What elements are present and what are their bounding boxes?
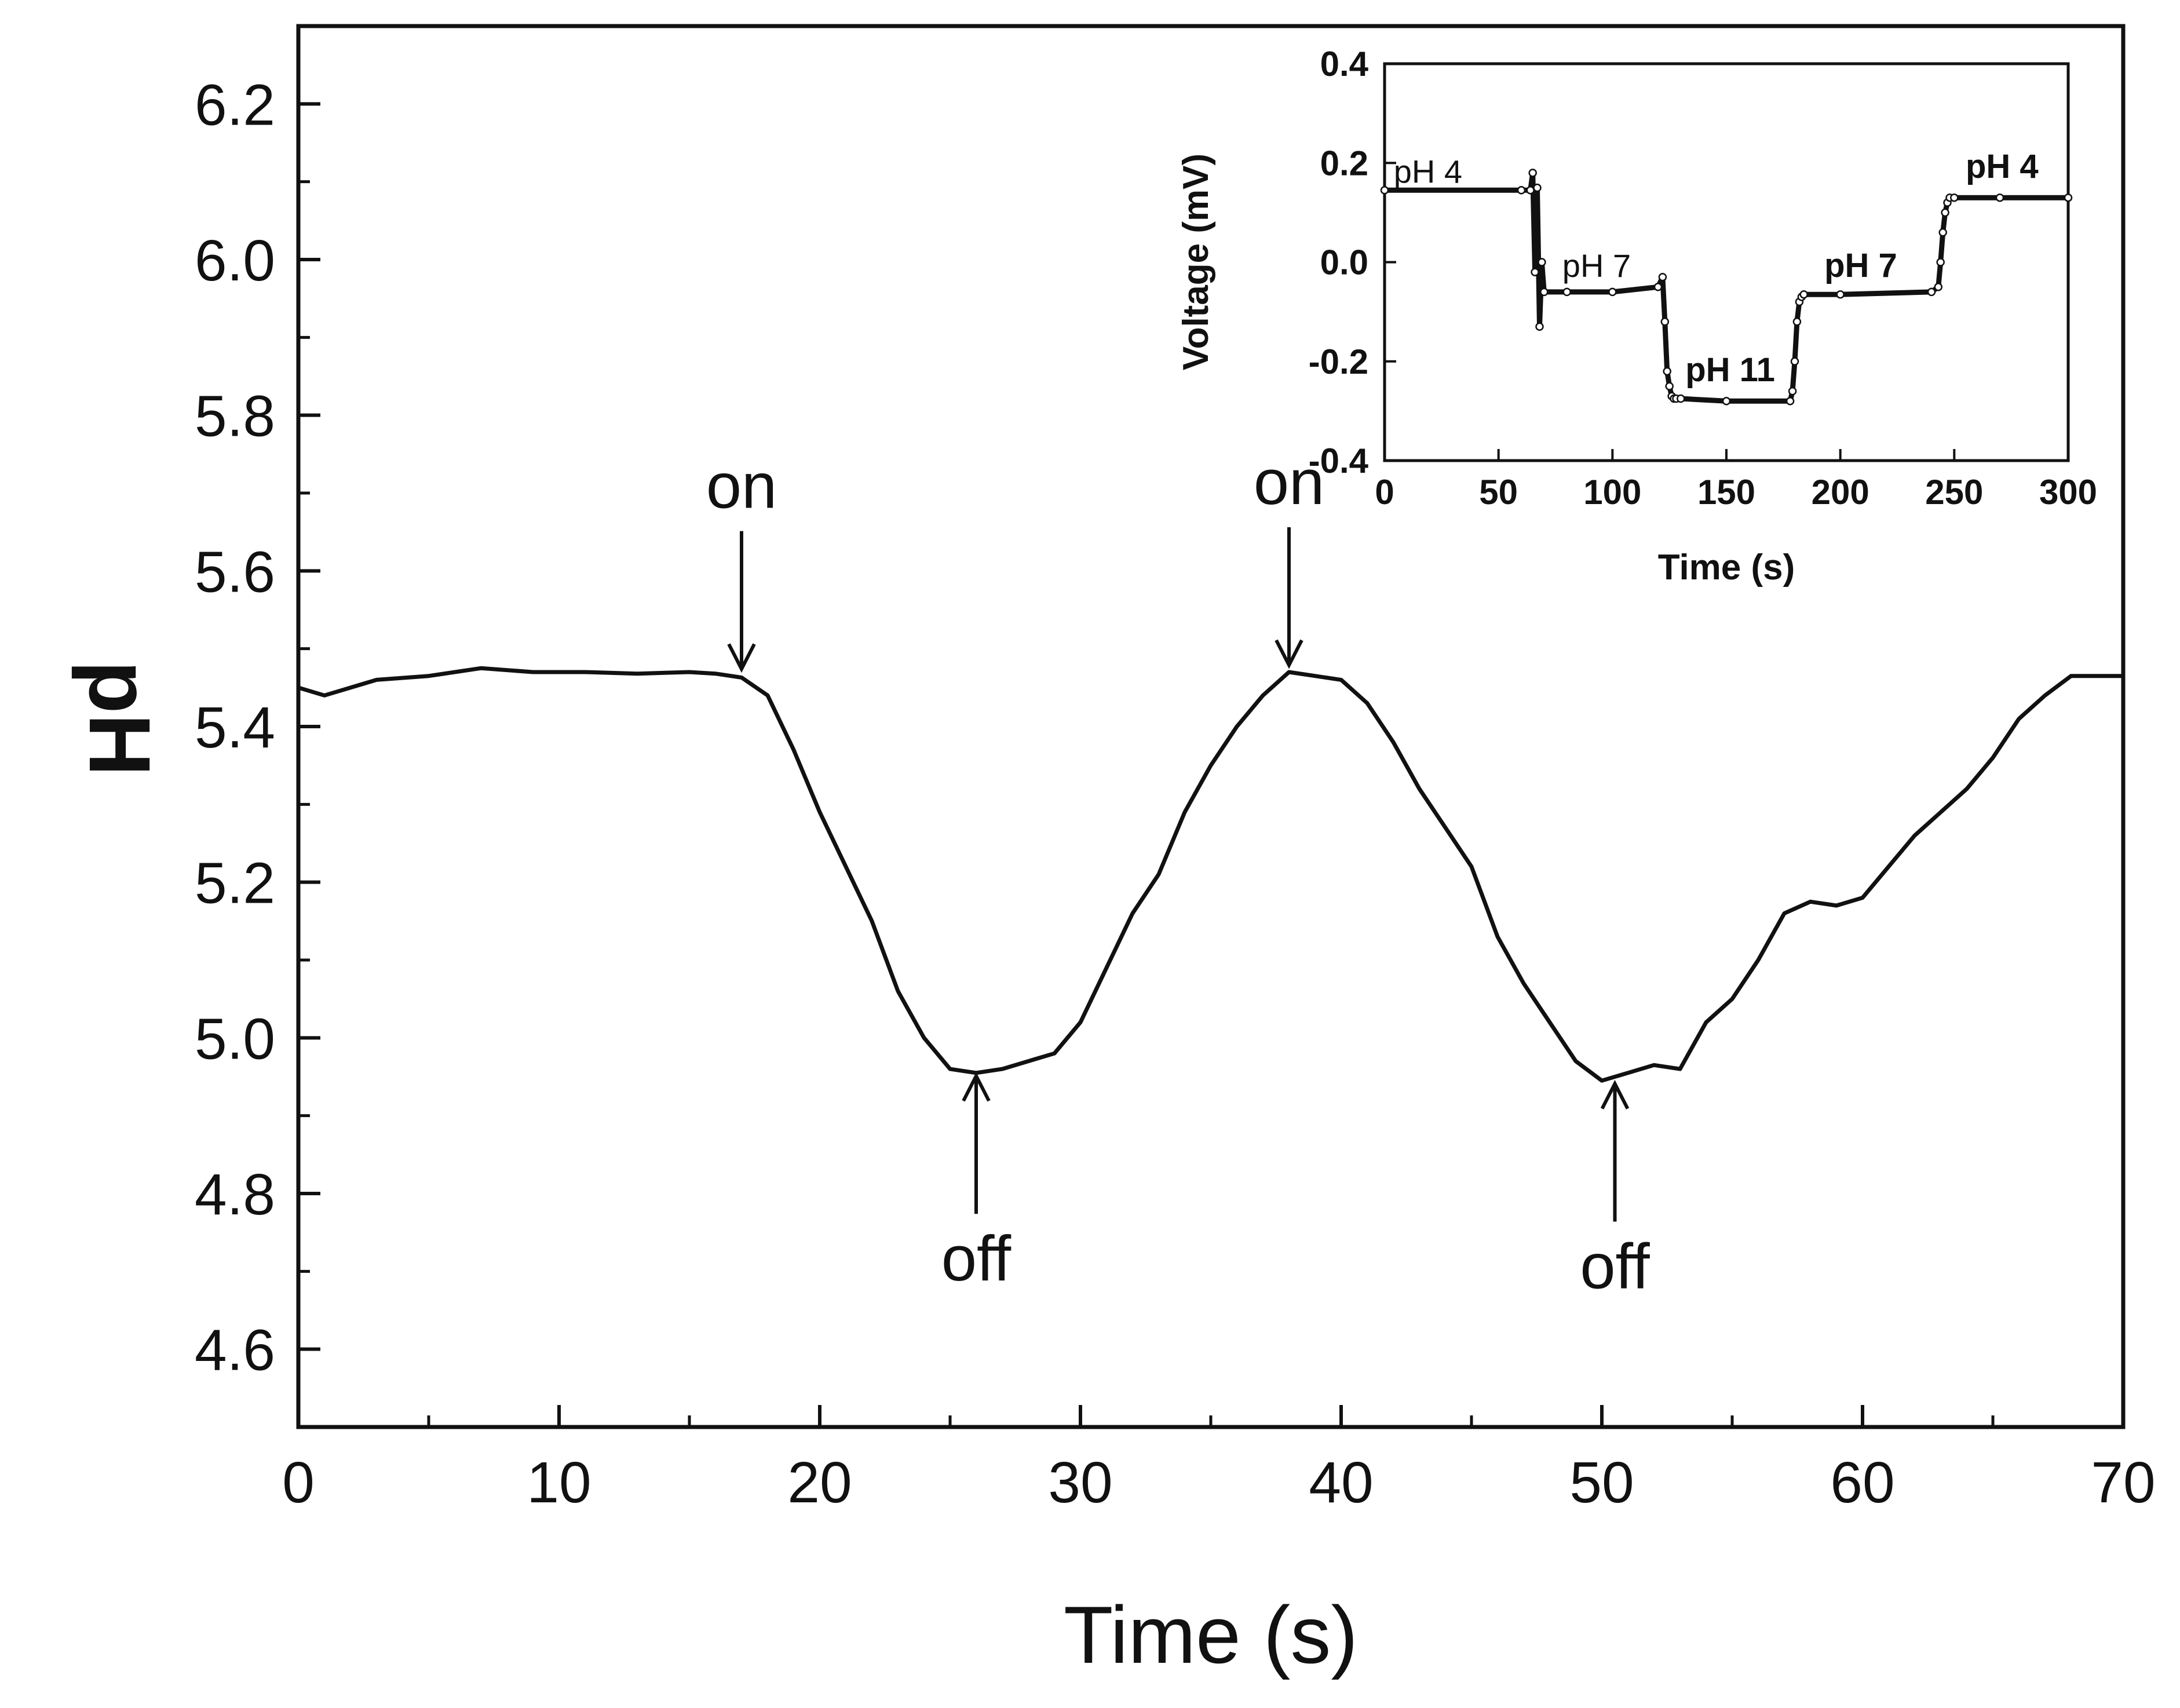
main-y-tick-label: 6.2: [195, 72, 275, 137]
inset-x-tick-label: 200: [1812, 473, 1869, 512]
main-x-tick-label: 50: [1569, 1450, 1634, 1515]
main-y-axis-title: pH: [71, 660, 169, 776]
inset-ph-label: pH 7: [1562, 247, 1631, 284]
voltage-point: [1677, 394, 1685, 403]
main-y-tick-label: 5.0: [195, 1006, 275, 1071]
inset-ph-label: pH 11: [1685, 351, 1775, 389]
inset-x-tick-label: 100: [1583, 473, 1641, 512]
voltage-point: [2064, 193, 2073, 202]
voltage-point: [1722, 397, 1731, 406]
inset-y-tick-label: -0.2: [1309, 342, 1368, 381]
voltage-point: [1995, 193, 2004, 202]
inset-plot-frame: [1383, 62, 2070, 462]
main-x-tick-label: 0: [282, 1450, 315, 1515]
main-x-tick-label: 70: [2091, 1450, 2155, 1515]
inset-annotations: pH 4 pH 7 pH 11 pH 7 pH 4: [1394, 148, 2039, 389]
inset-x-tick-label: 150: [1697, 473, 1755, 512]
inset-x-tick-label: 50: [1479, 473, 1518, 512]
main-x-tick-label: 10: [527, 1450, 591, 1515]
inset-x-tick-label: 300: [2039, 473, 2097, 512]
main-annotations: on off on off: [706, 447, 1650, 1302]
voltage-point: [1540, 287, 1549, 297]
inset-x-axis-title: Time (s): [1658, 548, 1795, 587]
on-arrow-head: [727, 643, 756, 673]
inset-ticks: 0 50 100 150 200 250 300 -0.4 -0.2 0.0 0.2 0.4: [1309, 45, 2097, 512]
voltage-point: [1533, 183, 1542, 192]
inset-y-tick-label: -0.4: [1309, 441, 1369, 480]
inset-series: [1380, 169, 2073, 406]
on-arrow-head: [1275, 639, 1303, 669]
inset-y-tick-label: 0.2: [1320, 144, 1368, 183]
off-arrow-head: [1600, 1079, 1630, 1110]
voltage-point: [1608, 287, 1617, 297]
main-ticks: 0 10 20 30 40 50 60 70 4.6 4.8 5.0 5.2 5.4 5.6 5.8 6.0 6…: [195, 72, 2156, 1515]
main-x-tick-label: 40: [1309, 1450, 1373, 1515]
voltage-point: [1665, 382, 1674, 390]
off-label: off: [1580, 1231, 1650, 1302]
voltage-point: [1785, 397, 1795, 406]
voltage-point: [1531, 268, 1539, 276]
on-label: on: [706, 451, 777, 522]
main-chart: 0 10 20 30 40 50 60 70 4.6 4.8 5.0 5.2 5.4 5.6 5.8 6.0 6…: [71, 24, 2156, 1680]
voltage-point: [1562, 287, 1571, 297]
voltage-point: [1790, 357, 1799, 366]
inset-ph-label: pH 4: [1966, 148, 2039, 185]
main-y-tick-label: 5.2: [195, 851, 275, 916]
voltage-point: [1660, 317, 1670, 326]
inset-chart: 0 50 100 150 200 250 300 -0.4 -0.2 0.0 0.2 0.4 pH 4…: [1176, 45, 2097, 587]
main-x-tick-label: 20: [787, 1450, 852, 1515]
ph-line: [297, 666, 2123, 1083]
voltage-point: [1535, 322, 1544, 331]
voltage-point: [1836, 290, 1845, 299]
main-x-axis-title: Time (s): [1064, 1589, 1358, 1680]
off-arrow-head: [962, 1072, 991, 1102]
voltage-point: [1658, 272, 1667, 282]
voltage-point: [1936, 258, 1945, 267]
voltage-point: [1526, 186, 1535, 195]
inset-y-tick-label: 0.0: [1320, 243, 1368, 282]
main-series: [297, 666, 2123, 1083]
main-x-tick-label: 60: [1830, 1450, 1894, 1515]
voltage-point: [1517, 186, 1526, 195]
off-label: off: [941, 1223, 1012, 1294]
voltage-point: [1938, 228, 1947, 237]
voltage-point: [1663, 367, 1671, 376]
inset-y-tick-label: 0.4: [1320, 45, 1369, 83]
voltage-point: [1653, 283, 1663, 291]
main-y-tick-label: 6.0: [195, 228, 275, 293]
main-y-tick-label: 4.8: [195, 1162, 275, 1227]
voltage-point: [1792, 317, 1802, 326]
main-y-tick-label: 5.4: [195, 695, 275, 760]
inset-ph-label: pH 4: [1394, 154, 1462, 190]
main-y-tick-label: 5.6: [195, 539, 275, 604]
main-y-tick-label: 5.8: [195, 384, 275, 449]
voltage-point: [1927, 287, 1936, 297]
voltage-point: [1380, 186, 1389, 195]
inset-x-tick-label: 0: [1375, 473, 1394, 512]
inset-ph-label: pH 7: [1824, 247, 1897, 284]
on-label: on: [1254, 447, 1324, 518]
voltage-point: [1950, 193, 1959, 202]
main-y-tick-label: 4.6: [195, 1318, 275, 1383]
voltage-point: [1788, 386, 1797, 396]
voltage-point: [1528, 169, 1537, 177]
main-x-tick-label: 30: [1048, 1450, 1112, 1515]
inset-x-tick-label: 250: [1925, 473, 1983, 512]
voltage-point: [1934, 283, 1943, 291]
inset-y-axis-title: Voltage (mV): [1176, 154, 1216, 370]
voltage-point: [1799, 290, 1808, 299]
voltage-point: [1941, 208, 1949, 217]
voltage-point: [1538, 258, 1546, 267]
